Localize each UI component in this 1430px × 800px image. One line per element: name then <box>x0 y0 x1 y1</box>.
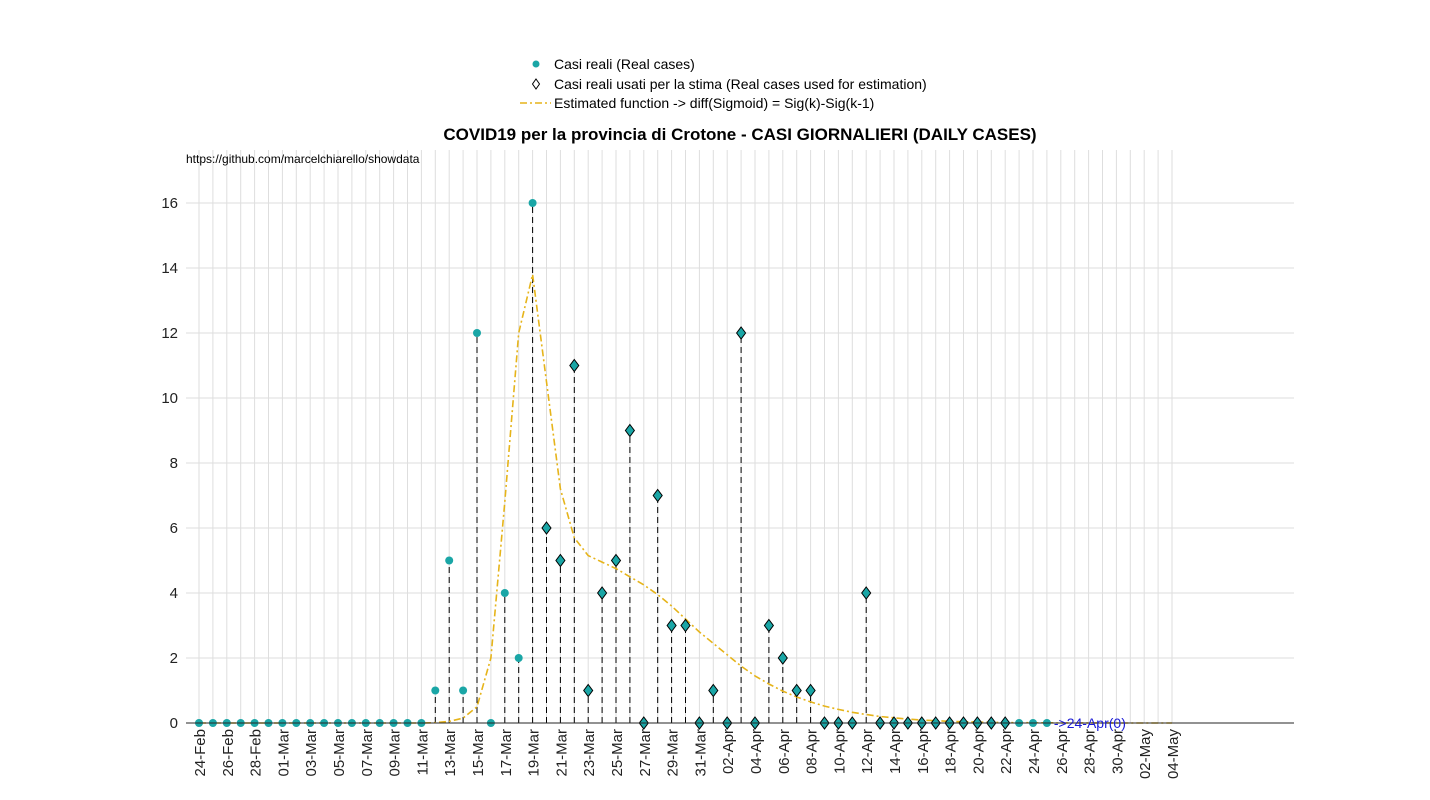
data-point-used <box>652 488 663 503</box>
y-tick-label: 8 <box>170 455 178 472</box>
y-tick-label: 2 <box>170 650 178 667</box>
legend-marker-real-cases <box>532 60 540 68</box>
data-point-used <box>805 683 816 698</box>
data-point-real <box>528 199 537 207</box>
y-tick-label: 16 <box>161 195 178 212</box>
x-tick-label: 20-Apr <box>970 729 987 774</box>
x-tick-label: 02-Apr <box>720 729 737 774</box>
grid <box>186 150 1294 724</box>
data-point-used <box>596 586 608 600</box>
x-tick-label: 16-Apr <box>915 729 932 774</box>
x-tick-label: 05-Mar <box>331 729 348 777</box>
markers <box>195 199 1051 730</box>
x-tick-label: 09-Mar <box>387 729 404 777</box>
y-tick-label: 12 <box>161 325 178 342</box>
y-tick-label: 0 <box>170 715 178 732</box>
x-tick-label: 31-Mar <box>692 729 709 777</box>
x-tick-label: 24-Feb <box>192 729 209 777</box>
x-tick-label: 15-Mar <box>470 729 487 777</box>
x-tick-label: 30-Apr <box>1109 729 1126 774</box>
chart-title: COVID19 per la provincia di Crotone - CA… <box>443 125 1036 144</box>
data-point-used <box>735 326 747 340</box>
x-tick-label: 26-Feb <box>220 729 237 777</box>
x-tick-label: 24-Apr <box>1026 729 1043 774</box>
data-point-used <box>763 618 775 633</box>
x-tick-label: 28-Feb <box>248 729 265 777</box>
y-tick-label: 10 <box>161 390 178 407</box>
y-tick-label: 6 <box>170 520 178 537</box>
x-tick-label: 14-Apr <box>887 729 904 774</box>
legend-label-estimated: Estimated function -> diff(Sigmoid) = Si… <box>554 95 874 111</box>
data-point-real <box>459 686 468 695</box>
data-point-used <box>861 586 872 600</box>
legend-label-real-cases: Casi reali (Real cases) <box>554 56 695 72</box>
legend-label-used-cases: Casi reali usati per la stima (Real case… <box>554 76 927 92</box>
data-point-used <box>680 618 691 633</box>
x-tick-label: 21-Mar <box>553 729 570 777</box>
data-point-real <box>445 556 454 565</box>
data-point-real <box>500 589 509 597</box>
y-tick-label: 14 <box>161 260 178 277</box>
source-note: https://github.com/marcelchiarello/showd… <box>186 152 420 166</box>
x-tick-label: 06-Apr <box>776 729 793 774</box>
x-tick-label: 18-Apr <box>943 729 960 774</box>
legend-marker-used-cases <box>531 78 541 90</box>
data-point-real <box>431 686 440 695</box>
x-tick-label: 28-Apr <box>1082 729 1099 774</box>
x-tick-label: 25-Mar <box>609 729 626 777</box>
legend: Casi reali (Real cases) Casi reali usati… <box>520 56 927 111</box>
x-tick-label: 29-Mar <box>665 729 682 777</box>
data-point-real <box>473 329 481 337</box>
x-tick-label: 04-Apr <box>748 729 765 774</box>
data-point-used <box>610 553 622 568</box>
y-tick-label: 4 <box>170 585 178 602</box>
x-tick-label: 02-May <box>1137 729 1154 780</box>
x-tick-label: 10-Apr <box>831 729 848 774</box>
data-point-real <box>514 654 523 662</box>
data-point-used <box>708 683 719 698</box>
x-tick-label: 08-Apr <box>804 729 821 774</box>
axes: 0 2 4 6 8 10 12 14 16 24-Feb 26-Feb 28-Feb 01-Mar 03-… <box>161 195 1294 779</box>
x-tick-label: 01-Mar <box>275 729 292 777</box>
data-point-used <box>555 553 566 568</box>
x-tick-label: 07-Mar <box>359 729 376 777</box>
x-tick-label: 13-Mar <box>442 729 459 777</box>
x-tick-label: 27-Mar <box>637 729 654 777</box>
data-point-used <box>791 683 802 698</box>
data-point-used <box>569 358 580 373</box>
data-point-used <box>541 521 552 535</box>
x-tick-label: 22-Apr <box>998 729 1015 774</box>
last-date-annotation: ->24-Apr(0) <box>1054 715 1126 731</box>
x-tick-label: 17-Mar <box>498 729 515 777</box>
data-point-used <box>624 423 636 438</box>
x-tick-label: 26-Apr <box>1054 729 1071 774</box>
data-point-used <box>666 618 677 633</box>
data-point-used <box>583 683 594 698</box>
x-tick-label: 11-Mar <box>414 729 431 775</box>
stems <box>434 203 867 723</box>
x-tick-label: 12-Apr <box>859 729 876 774</box>
x-tick-label: 23-Mar <box>581 729 598 777</box>
data-point-used <box>777 651 788 665</box>
x-tick-label: 19-Mar <box>526 729 543 777</box>
x-tick-label: 04-May <box>1165 729 1182 780</box>
x-tick-label: 03-Mar <box>303 729 320 777</box>
